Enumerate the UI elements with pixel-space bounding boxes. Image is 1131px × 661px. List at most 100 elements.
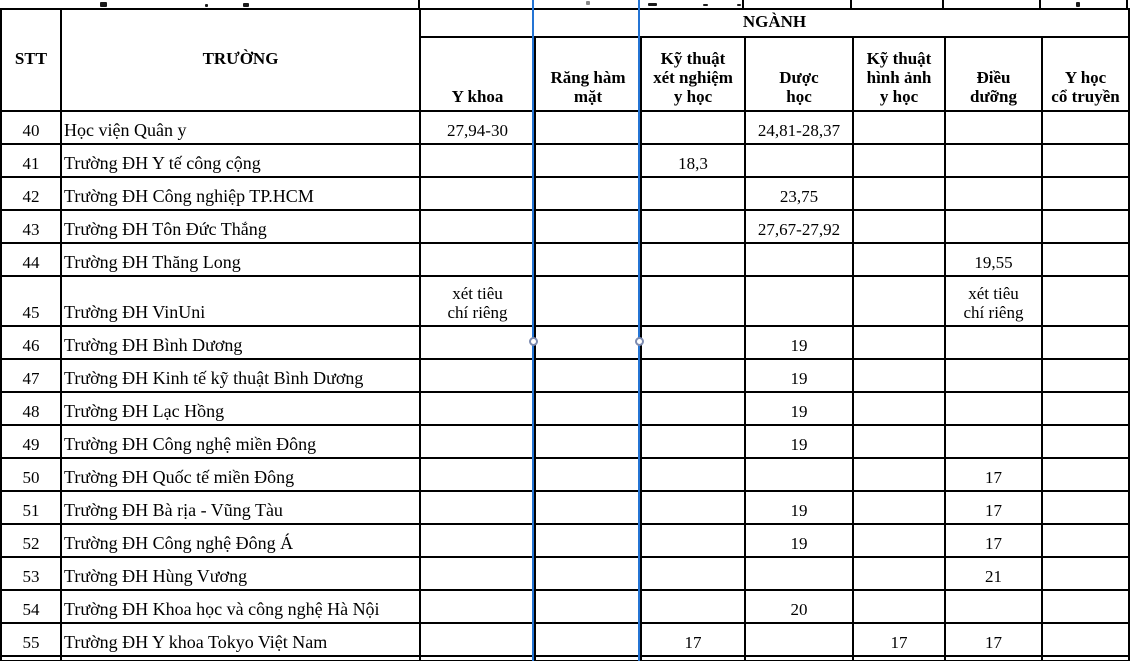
score-cell: xét tiêu chí riêng [944, 275, 1043, 327]
score-cell [852, 110, 946, 145]
row-number: 47 [0, 358, 62, 393]
table-row: 41 Trường ĐH Y tế công cộng 18,3 [0, 143, 1131, 178]
score-cell [852, 556, 946, 591]
score-cell [640, 325, 746, 360]
column-header-y-hoc-co-truyen: Y học cổ truyền [1040, 36, 1131, 112]
score-cell [944, 143, 1043, 178]
score-cell: 17 [944, 457, 1043, 492]
score-cell [419, 209, 536, 244]
score-cell [744, 457, 854, 492]
score-cell [534, 523, 642, 558]
row-number: 52 [0, 523, 62, 558]
admission-scores-table: STT TRƯỜNG NGÀNH Y khoa Răng hàm mặt Kỹ … [0, 8, 1131, 661]
score-cell [640, 176, 746, 211]
empty-cell [1040, 655, 1131, 661]
score-cell [744, 242, 854, 277]
table-row: 47 Trường ĐH Kinh tế kỹ thuật Bình Dương 1… [0, 358, 1131, 393]
row-number: 51 [0, 490, 62, 525]
school-name: Học viện Quân y [60, 110, 421, 145]
table-row: 51 Trường ĐH Bà rịa - Vũng Tàu 19 17 [0, 490, 1131, 525]
score-cell: 19 [744, 358, 854, 393]
row-number: 46 [0, 325, 62, 360]
score-cell [944, 176, 1043, 211]
column-marker-line-left[interactable] [532, 0, 534, 661]
empty-cell [640, 655, 746, 661]
score-cell: 17 [640, 622, 746, 657]
table-row: 50 Trường ĐH Quốc tế miền Đông 17 [0, 457, 1131, 492]
table-row: 55 Trường ĐH Y khoa Tokyo Việt Nam 17 17 17 [0, 622, 1131, 657]
score-cell [534, 325, 642, 360]
score-cell [1040, 209, 1131, 244]
column-header-y-khoa: Y khoa [419, 36, 536, 112]
school-name: Trường ĐH Y khoa Tokyo Việt Nam [60, 622, 421, 657]
score-cell [852, 457, 946, 492]
school-name: Trường ĐH Bình Dương [60, 325, 421, 360]
score-cell: 21 [944, 556, 1043, 591]
score-cell: 19 [744, 391, 854, 426]
column-header-stt: STT [0, 8, 62, 112]
score-cell: 17 [944, 622, 1043, 657]
column-marker-line-right[interactable] [638, 0, 640, 661]
score-cell [1040, 457, 1131, 492]
score-cell [640, 490, 746, 525]
school-name: Trường ĐH Lạc Hồng [60, 391, 421, 426]
score-cell [534, 275, 642, 327]
score-cell [1040, 275, 1131, 327]
column-header-duoc-hoc: Dược học [744, 36, 854, 112]
score-cell [419, 622, 536, 657]
score-cell: 19 [744, 490, 854, 525]
score-cell [1040, 143, 1131, 178]
column-header-ky-thuat-xet-nghiem: Kỹ thuật xét nghiệm y học [640, 36, 746, 112]
score-cell: 27,67-27,92 [744, 209, 854, 244]
school-name: Trường ĐH Công nghệ Đông Á [60, 523, 421, 558]
table-row: 44 Trường ĐH Thăng Long 19,55 [0, 242, 1131, 277]
score-cell [744, 275, 854, 327]
score-cell [419, 325, 536, 360]
score-cell [419, 523, 536, 558]
score-cell: 18,3 [640, 143, 746, 178]
clipped-row-bottom [0, 655, 1131, 661]
score-cell [640, 110, 746, 145]
score-cell [419, 589, 536, 624]
score-cell [852, 523, 946, 558]
score-cell [534, 424, 642, 459]
table-row: 53 Trường ĐH Hùng Vương 21 [0, 556, 1131, 591]
empty-cell [852, 655, 946, 661]
score-cell: 23,75 [744, 176, 854, 211]
score-cell [534, 176, 642, 211]
table-row: 49 Trường ĐH Công nghệ miền Đông 19 [0, 424, 1131, 459]
column-header-rang-ham-mat: Răng hàm mặt [534, 36, 642, 112]
table-row: 42 Trường ĐH Công nghiệp TP.HCM 23,75 [0, 176, 1131, 211]
score-cell [852, 490, 946, 525]
school-name: Trường ĐH Khoa học và công nghệ Hà Nội [60, 589, 421, 624]
table-row: 48 Trường ĐH Lạc Hồng 19 [0, 391, 1131, 426]
score-cell [1040, 622, 1131, 657]
score-cell [1040, 589, 1131, 624]
score-cell [534, 358, 642, 393]
score-cell [852, 275, 946, 327]
score-cell [419, 556, 536, 591]
school-name: Trường ĐH Kinh tế kỹ thuật Bình Dương [60, 358, 421, 393]
score-cell [944, 110, 1043, 145]
row-number: 48 [0, 391, 62, 426]
score-cell [744, 143, 854, 178]
score-cell [944, 589, 1043, 624]
school-name: Trường ĐH Thăng Long [60, 242, 421, 277]
score-cell [419, 391, 536, 426]
column-marker-handle-left[interactable] [529, 337, 538, 346]
column-header-ky-thuat-hinh-anh: Kỹ thuật hình ảnh y học [852, 36, 946, 112]
empty-cell [0, 655, 62, 661]
school-name: Trường ĐH Tôn Đức Thắng [60, 209, 421, 244]
score-cell [852, 424, 946, 459]
row-number: 45 [0, 275, 62, 327]
score-cell [944, 391, 1043, 426]
row-number: 55 [0, 622, 62, 657]
table-row: 43 Trường ĐH Tôn Đức Thắng 27,67-27,92 [0, 209, 1131, 244]
column-marker-handle-right[interactable] [635, 337, 644, 346]
table-row: 54 Trường ĐH Khoa học và công nghệ Hà Nội… [0, 589, 1131, 624]
column-header-dieu-duong: Điều dưỡng [944, 36, 1043, 112]
score-cell [640, 556, 746, 591]
column-header-truong: TRƯỜNG [60, 8, 421, 112]
row-number: 42 [0, 176, 62, 211]
score-cell [419, 358, 536, 393]
